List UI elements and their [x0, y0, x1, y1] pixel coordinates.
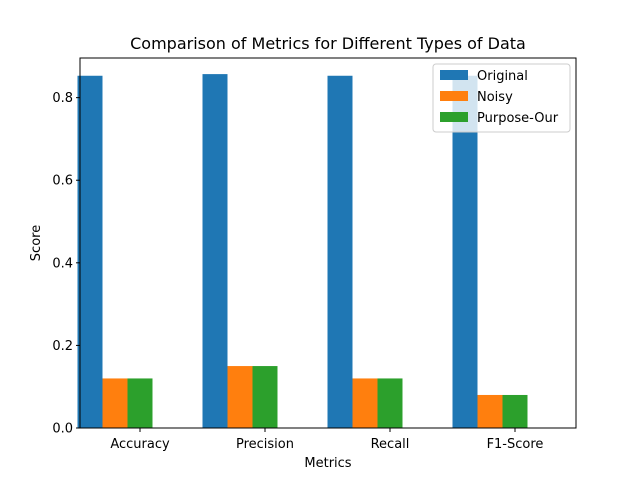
x-tick-label: Recall [371, 437, 410, 452]
bar-noisy-accuracy [102, 378, 128, 428]
legend-label: Purpose-Our [477, 111, 559, 126]
x-tick-label: Precision [236, 437, 294, 452]
bar-purpose-our-accuracy [127, 378, 153, 428]
bar-original-f1-score [452, 75, 478, 428]
x-tick-label: F1-Score [487, 437, 544, 452]
y-tick-label: 0.4 [52, 256, 73, 271]
y-tick-label: 0.8 [52, 91, 73, 106]
bar-noisy-f1-score [477, 394, 503, 428]
y-tick-label: 0.0 [52, 422, 73, 437]
plot-frame [79, 57, 577, 429]
y-tick-label: 0.6 [52, 174, 73, 189]
bar-original-precision [202, 74, 228, 428]
x-axis: Accuracy Precision Recall F1-Score [110, 428, 543, 452]
bar-noisy-precision [227, 366, 253, 428]
x-tick-label: Accuracy [110, 437, 170, 452]
legend-swatch [440, 112, 468, 122]
bar-purpose-our-precision [252, 366, 278, 428]
legend-label: Original [477, 69, 528, 84]
bar-purpose-our-f1-score [502, 394, 528, 428]
legend-swatch [440, 70, 468, 80]
bar-original-accuracy [77, 75, 103, 428]
y-axis-label: Score [29, 225, 44, 261]
y-tick-label: 0.2 [52, 339, 73, 354]
bar-original-recall [327, 75, 353, 428]
chart-title: Comparison of Metrics for Different Type… [130, 34, 526, 53]
legend: Original Noisy Purpose-Our [432, 63, 571, 133]
x-axis-label: Metrics [304, 456, 351, 471]
bar-purpose-our-recall [377, 378, 403, 428]
legend-swatch [440, 91, 468, 101]
bar-noisy-recall [352, 378, 378, 428]
bars-group [77, 74, 528, 428]
y-axis: 0.0 0.2 0.4 0.6 0.8 [52, 91, 80, 437]
legend-label: Noisy [477, 90, 513, 105]
